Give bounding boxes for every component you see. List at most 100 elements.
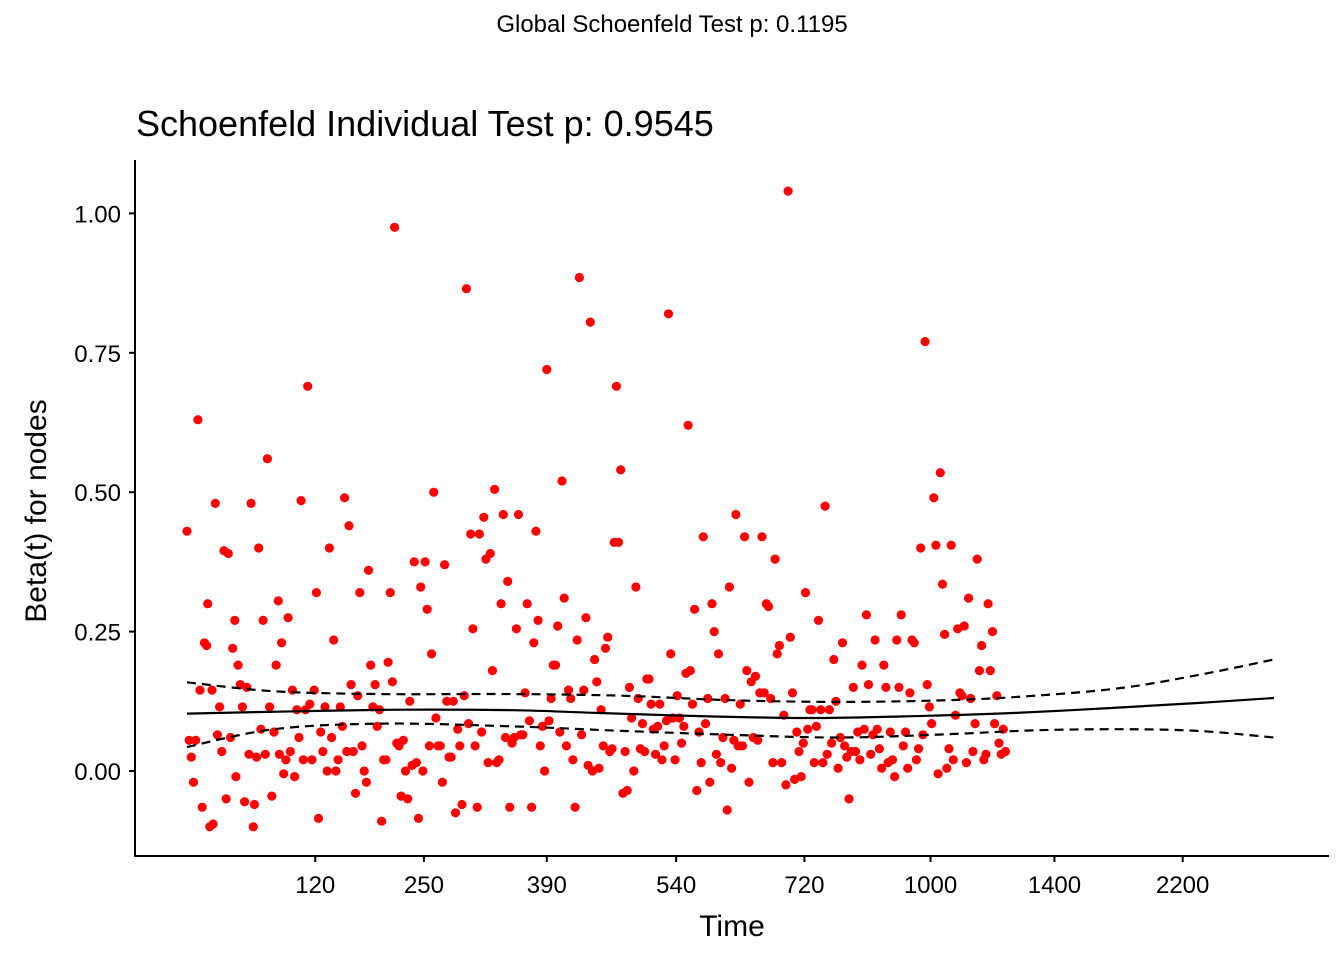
chart-title: Schoenfeld Individual Test p: 0.9545 [136,103,714,144]
residual-point [197,802,207,812]
residual-point [437,777,447,787]
residual-point [531,526,541,536]
residual-point [212,730,222,740]
residual-point [987,627,998,637]
residual-point [783,186,793,196]
residual-point [570,802,580,812]
residual-point [246,498,256,508]
residual-point [933,769,943,779]
residual-point [524,716,535,726]
residual-point [800,588,811,598]
residual-point [483,758,493,768]
residual-point [233,660,243,670]
residual-point [890,772,900,782]
residual-point [983,599,993,609]
residual-point [228,643,238,653]
residual-point [737,741,748,751]
residual-point [627,713,637,723]
residual-point [1000,746,1011,757]
residual-point [188,777,199,787]
lines-layer [186,658,1275,749]
residual-point [813,615,824,626]
residual-point [327,732,337,743]
residual-point [553,621,563,631]
residual-point [390,222,400,232]
residual-point [861,610,872,620]
residual-point [496,599,506,609]
residual-point [957,691,967,701]
residual-point [927,719,937,729]
residual-point [453,724,463,734]
residual-point [313,813,324,824]
residual-point [657,755,667,765]
x-axis: 120 250 390 540 720 1000 1400 2200 [295,856,1209,899]
residual-point [985,666,995,676]
residual-point [687,699,698,709]
residual-point [285,746,295,757]
residual-point [663,309,674,319]
residual-point [898,741,908,751]
residual-point [468,624,478,634]
residual-point [448,696,458,706]
residual-point [909,638,919,648]
residual-point [772,649,782,659]
residual-point [267,791,277,801]
residual-point [692,785,702,796]
y-tick-label: 1.00 [74,201,121,228]
residual-point [716,758,726,768]
residual-point [357,741,367,751]
residual-point [440,560,450,570]
residual-point [231,772,241,782]
residual-point [387,677,397,687]
residual-point [527,802,537,812]
residual-point [500,732,511,743]
residual-point [785,632,795,642]
residual-point [931,540,941,550]
residual-point [585,317,595,327]
residual-point [629,766,639,776]
residual-point [787,688,798,698]
residual-point [271,660,281,670]
x-tick-label: 390 [527,872,567,899]
residual-point [724,582,735,592]
residual-point [274,749,284,759]
residual-point [459,691,469,701]
residual-point [824,705,835,715]
residual-point [703,693,713,704]
residual-point [670,755,680,765]
residual-point [655,699,665,709]
residual-point [184,735,194,745]
residual-point [461,284,471,294]
residual-point [322,766,332,776]
smooth-fit-line [186,696,1275,720]
residual-point [844,794,854,804]
residual-point [579,685,589,695]
residual-point [722,805,732,815]
residual-point [690,604,700,614]
residual-point [809,758,819,768]
x-tick-label: 1400 [1028,872,1081,899]
residual-point [542,364,552,375]
residual-point [403,794,413,804]
residual-point [792,727,802,737]
residual-point [420,557,430,567]
y-tick-label: 0.00 [74,759,121,786]
residual-point [342,746,352,757]
residual-point [874,744,885,754]
residual-point [361,777,371,787]
upper-confidence-line [186,658,1275,704]
residual-point [298,755,308,765]
residual-point [744,777,754,787]
residual-point [903,763,913,773]
residual-point [707,599,717,609]
residual-point [413,813,424,824]
residual-point [335,702,345,712]
residual-point [529,638,539,648]
residual-point [405,696,415,706]
y-tick-label: 0.50 [74,480,121,507]
residual-point [837,638,848,648]
residual-point [713,649,724,659]
residual-point [193,415,203,425]
x-tick-label: 540 [656,872,696,899]
residual-point [829,654,839,665]
